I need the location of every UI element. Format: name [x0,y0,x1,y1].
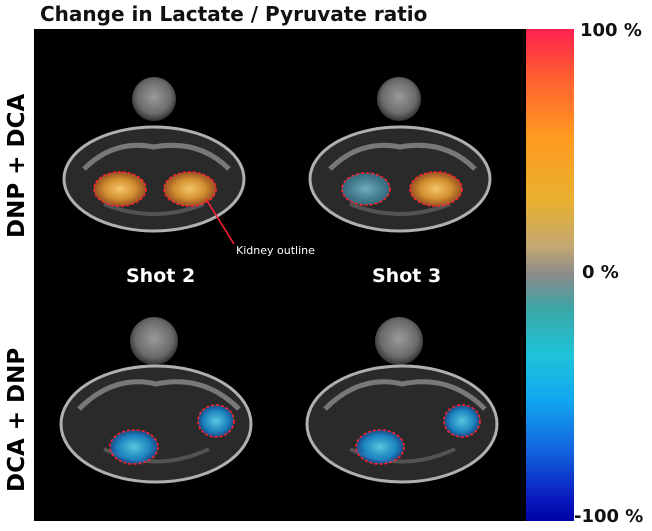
colorbar-mid-label: 0 % [582,262,619,283]
kidney-outline-annotation: Kidney outline [236,244,315,257]
scan-top-right [308,77,492,233]
column-label-shot-2: Shot 2 [126,265,196,287]
scan-bottom-right [305,317,499,484]
scan-bottom-left [59,317,253,484]
figure-title: Change in Lactate / Pyruvate ratio [40,2,428,26]
colorbar-max-label: 100 % [580,20,642,41]
scan-top-left [62,77,246,245]
row-label-bottom: DCA + DNP [4,347,30,492]
column-label-shot-3: Shot 3 [372,265,442,287]
colorbar-min-label: -100 % [574,506,644,527]
row-label-top: DNP + DCA [4,93,30,238]
mri-overlay [59,77,499,484]
colorbar [526,29,574,521]
